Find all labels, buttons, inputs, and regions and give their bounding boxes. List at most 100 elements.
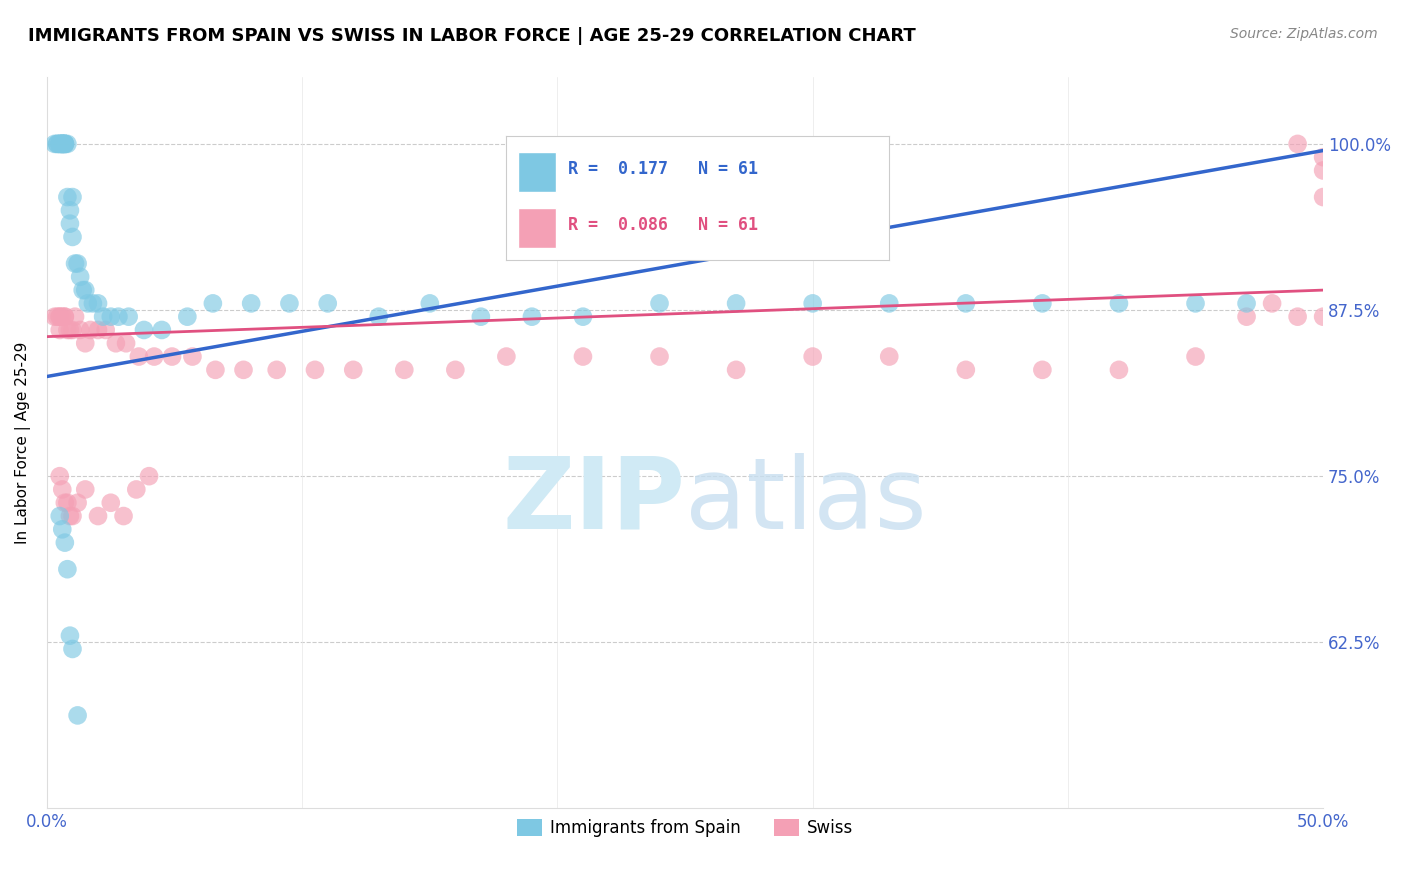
- Point: [181, 350, 204, 364]
- Point: [62, 323, 84, 337]
- Point: [56, 323, 79, 337]
- Point: [955, 296, 977, 310]
- Text: Source: ZipAtlas.com: Source: ZipAtlas.com: [1230, 27, 1378, 41]
- Point: [132, 323, 155, 337]
- Point: [59, 629, 82, 643]
- Point: [801, 350, 824, 364]
- Point: [53, 535, 76, 549]
- Point: [160, 350, 183, 364]
- Point: [87, 296, 110, 310]
- Point: [56, 136, 79, 151]
- Point: [48, 136, 70, 151]
- Point: [51, 136, 73, 151]
- Point: [1184, 296, 1206, 310]
- Point: [66, 708, 89, 723]
- Point: [48, 136, 70, 151]
- Point: [1031, 363, 1053, 377]
- Point: [53, 496, 76, 510]
- Point: [204, 363, 226, 377]
- Point: [79, 323, 101, 337]
- Point: [1286, 310, 1309, 324]
- Point: [520, 310, 543, 324]
- Point: [115, 336, 138, 351]
- Point: [128, 350, 150, 364]
- Point: [143, 350, 166, 364]
- Point: [1108, 296, 1130, 310]
- Point: [82, 296, 104, 310]
- Point: [877, 296, 900, 310]
- Point: [48, 469, 70, 483]
- Text: ZIP: ZIP: [502, 453, 685, 550]
- Point: [53, 136, 76, 151]
- Point: [1236, 310, 1258, 324]
- Point: [69, 323, 91, 337]
- Point: [48, 509, 70, 524]
- Point: [495, 350, 517, 364]
- Point: [316, 296, 339, 310]
- Y-axis label: In Labor Force | Age 25-29: In Labor Force | Age 25-29: [15, 342, 31, 544]
- Point: [100, 496, 122, 510]
- Point: [53, 310, 76, 324]
- Point: [138, 469, 160, 483]
- Point: [278, 296, 301, 310]
- Point: [75, 483, 97, 497]
- Point: [51, 136, 73, 151]
- Point: [87, 509, 110, 524]
- Point: [342, 363, 364, 377]
- Point: [1108, 363, 1130, 377]
- Point: [62, 509, 84, 524]
- Point: [725, 296, 748, 310]
- Point: [72, 283, 94, 297]
- Point: [48, 310, 70, 324]
- Point: [176, 310, 198, 324]
- Point: [150, 323, 173, 337]
- Point: [62, 190, 84, 204]
- Point: [51, 136, 73, 151]
- Point: [725, 363, 748, 377]
- Point: [1184, 350, 1206, 364]
- Point: [394, 363, 416, 377]
- Legend: Immigrants from Spain, Swiss: Immigrants from Spain, Swiss: [510, 813, 860, 844]
- Point: [572, 310, 595, 324]
- Point: [201, 296, 224, 310]
- Point: [107, 310, 129, 324]
- Point: [56, 190, 79, 204]
- Point: [63, 310, 86, 324]
- Point: [125, 483, 148, 497]
- Point: [66, 256, 89, 270]
- Point: [444, 363, 467, 377]
- Point: [1312, 190, 1334, 204]
- Point: [1286, 136, 1309, 151]
- Point: [59, 323, 82, 337]
- Point: [87, 323, 110, 337]
- Point: [1312, 310, 1334, 324]
- Point: [44, 136, 66, 151]
- Point: [66, 496, 89, 510]
- Point: [59, 217, 82, 231]
- Text: atlas: atlas: [685, 453, 927, 550]
- Point: [59, 203, 82, 218]
- Point: [76, 296, 98, 310]
- Point: [801, 296, 824, 310]
- Point: [955, 363, 977, 377]
- Point: [877, 350, 900, 364]
- Point: [648, 296, 671, 310]
- Point: [56, 562, 79, 576]
- Point: [62, 230, 84, 244]
- Point: [240, 296, 263, 310]
- Point: [48, 310, 70, 324]
- Point: [112, 509, 135, 524]
- Point: [62, 642, 84, 657]
- Point: [91, 310, 114, 324]
- Point: [51, 136, 73, 151]
- Point: [53, 136, 76, 151]
- Point: [572, 350, 595, 364]
- Point: [69, 269, 91, 284]
- Point: [53, 136, 76, 151]
- Point: [1312, 163, 1334, 178]
- Point: [56, 496, 79, 510]
- Point: [104, 336, 127, 351]
- Point: [75, 336, 97, 351]
- Point: [59, 509, 82, 524]
- Point: [48, 136, 70, 151]
